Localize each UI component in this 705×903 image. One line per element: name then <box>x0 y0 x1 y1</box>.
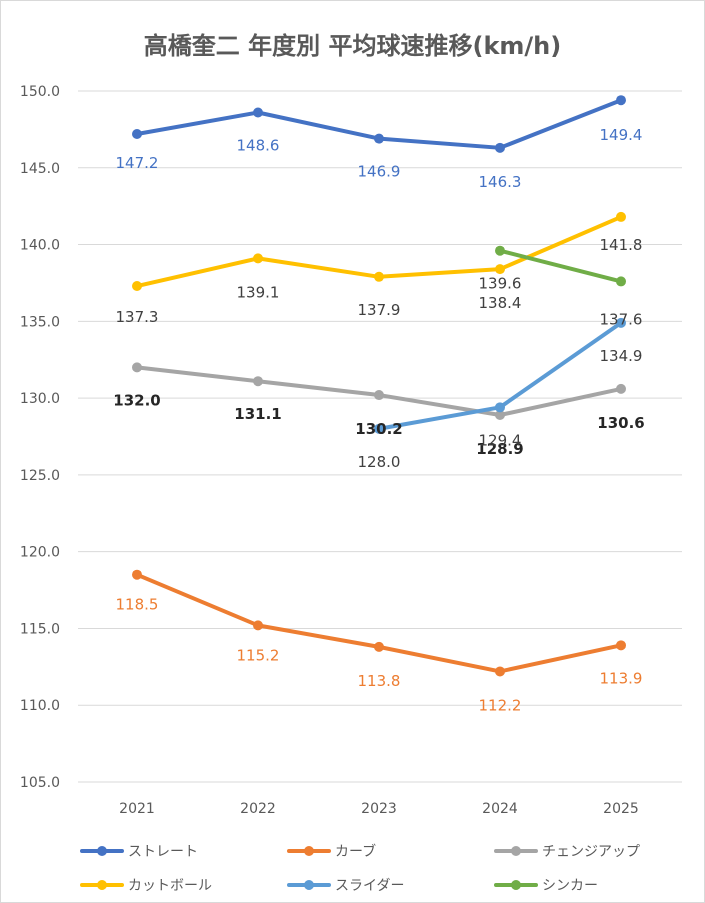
data-label: 137.3 <box>116 308 159 326</box>
legend-item: カットボール <box>80 878 212 894</box>
x-tick-label: 2023 <box>361 801 397 817</box>
y-tick-label: 120.0 <box>20 545 60 561</box>
data-label: 132.0 <box>113 391 160 409</box>
y-tick-label: 105.0 <box>20 775 60 791</box>
data-point <box>616 276 626 287</box>
y-tick-label: 110.0 <box>20 698 60 714</box>
data-label: 115.2 <box>237 646 280 664</box>
data-point <box>374 133 384 144</box>
data-labels: 147.2 148.6 146.9 146.3 149.4 118.5 115.2 113.8… <box>113 126 644 714</box>
y-tick-label: 130.0 <box>20 391 60 407</box>
data-label: 128.0 <box>358 453 401 471</box>
series-2 <box>132 569 626 677</box>
series-line <box>498 248 623 284</box>
legend-item: ストレート <box>80 844 198 860</box>
y-tick-label: 115.0 <box>20 621 60 637</box>
series-group <box>132 95 626 677</box>
data-label: 139.1 <box>237 283 280 301</box>
legend-label: スライダー <box>335 878 404 894</box>
data-label: 147.2 <box>116 154 159 172</box>
y-tick-label: 140.0 <box>20 238 60 254</box>
data-label: 134.9 <box>600 347 643 365</box>
data-label: 113.8 <box>358 672 401 690</box>
data-point <box>495 402 505 413</box>
x-axis-ticks: 2021 2022 2023 2024 2025 <box>119 801 639 817</box>
data-point <box>253 620 263 631</box>
legend-label: カットボール <box>128 878 212 894</box>
legend-label: チェンジアップ <box>542 844 640 860</box>
y-tick-label: 145.0 <box>20 161 60 177</box>
data-point <box>495 410 505 421</box>
data-point <box>616 383 626 394</box>
data-point <box>132 362 142 373</box>
data-label: 141.8 <box>600 236 643 254</box>
data-point <box>616 640 626 651</box>
series-6 <box>495 245 626 287</box>
data-point <box>616 317 626 328</box>
data-label: 112.2 <box>479 696 522 714</box>
data-point <box>374 271 384 282</box>
data-label: 138.4 <box>479 294 522 312</box>
data-label: 149.4 <box>600 126 643 144</box>
y-tick-label: 135.0 <box>20 314 60 330</box>
data-point <box>616 95 626 106</box>
data-point <box>374 390 384 401</box>
x-tick-label: 2021 <box>119 801 155 817</box>
legend-item: カーブ <box>287 843 376 860</box>
data-label: 139.6 <box>479 275 522 293</box>
y-tick-label: 150.0 <box>20 84 60 100</box>
legend-swatch-marker <box>97 846 107 856</box>
data-point <box>253 376 263 387</box>
legend-item: スライダー <box>287 878 404 894</box>
legend-label: カーブ <box>335 843 376 860</box>
x-tick-label: 2025 <box>603 801 639 817</box>
data-label: 146.9 <box>358 163 401 181</box>
legend-swatch-marker <box>511 880 521 890</box>
data-label: 148.6 <box>237 136 280 154</box>
series-1 <box>132 95 626 153</box>
legend-label: ストレート <box>128 844 198 860</box>
data-label: 137.9 <box>358 301 401 319</box>
data-point <box>132 128 142 139</box>
chart-title: 高橋奎二 年度別 平均球速推移(km/h) <box>143 32 562 60</box>
data-label: 129.4 <box>479 431 522 449</box>
legend-swatch-marker <box>511 846 521 856</box>
data-label: 113.9 <box>600 669 643 687</box>
data-label: 137.6 <box>600 310 643 328</box>
data-label: 118.5 <box>116 596 159 614</box>
series-3 <box>132 362 626 421</box>
data-point <box>253 107 263 118</box>
series-4 <box>132 211 626 292</box>
data-label: 128.9 <box>476 440 523 458</box>
data-label: 146.3 <box>479 173 522 191</box>
data-point <box>495 142 505 153</box>
data-point <box>253 253 263 264</box>
legend-swatch-marker <box>304 846 314 856</box>
data-point <box>132 569 142 580</box>
legend-swatch-marker <box>304 880 314 890</box>
y-tick-label: 125.0 <box>20 468 60 484</box>
data-point <box>374 641 384 652</box>
data-label: 130.6 <box>597 414 644 432</box>
legend-item: チェンジアップ <box>494 844 640 860</box>
data-label: 131.1 <box>234 405 281 423</box>
data-point <box>374 423 384 434</box>
data-point <box>495 666 505 677</box>
data-point <box>616 211 626 222</box>
y-axis-ticks: 105.0 110.0 115.0 120.0 125.0 130.0 135.0 140.0… <box>20 84 60 791</box>
data-point <box>495 245 505 256</box>
legend-label: シンカー <box>542 878 598 894</box>
data-point <box>132 281 142 292</box>
legend-swatch-marker <box>97 880 107 890</box>
data-label: 130.2 <box>355 420 402 438</box>
series-5 <box>374 317 626 434</box>
series-line <box>135 572 623 674</box>
x-tick-label: 2022 <box>240 801 276 817</box>
x-tick-label: 2024 <box>482 801 518 817</box>
data-point <box>495 264 505 275</box>
legend-item: シンカー <box>494 878 598 894</box>
